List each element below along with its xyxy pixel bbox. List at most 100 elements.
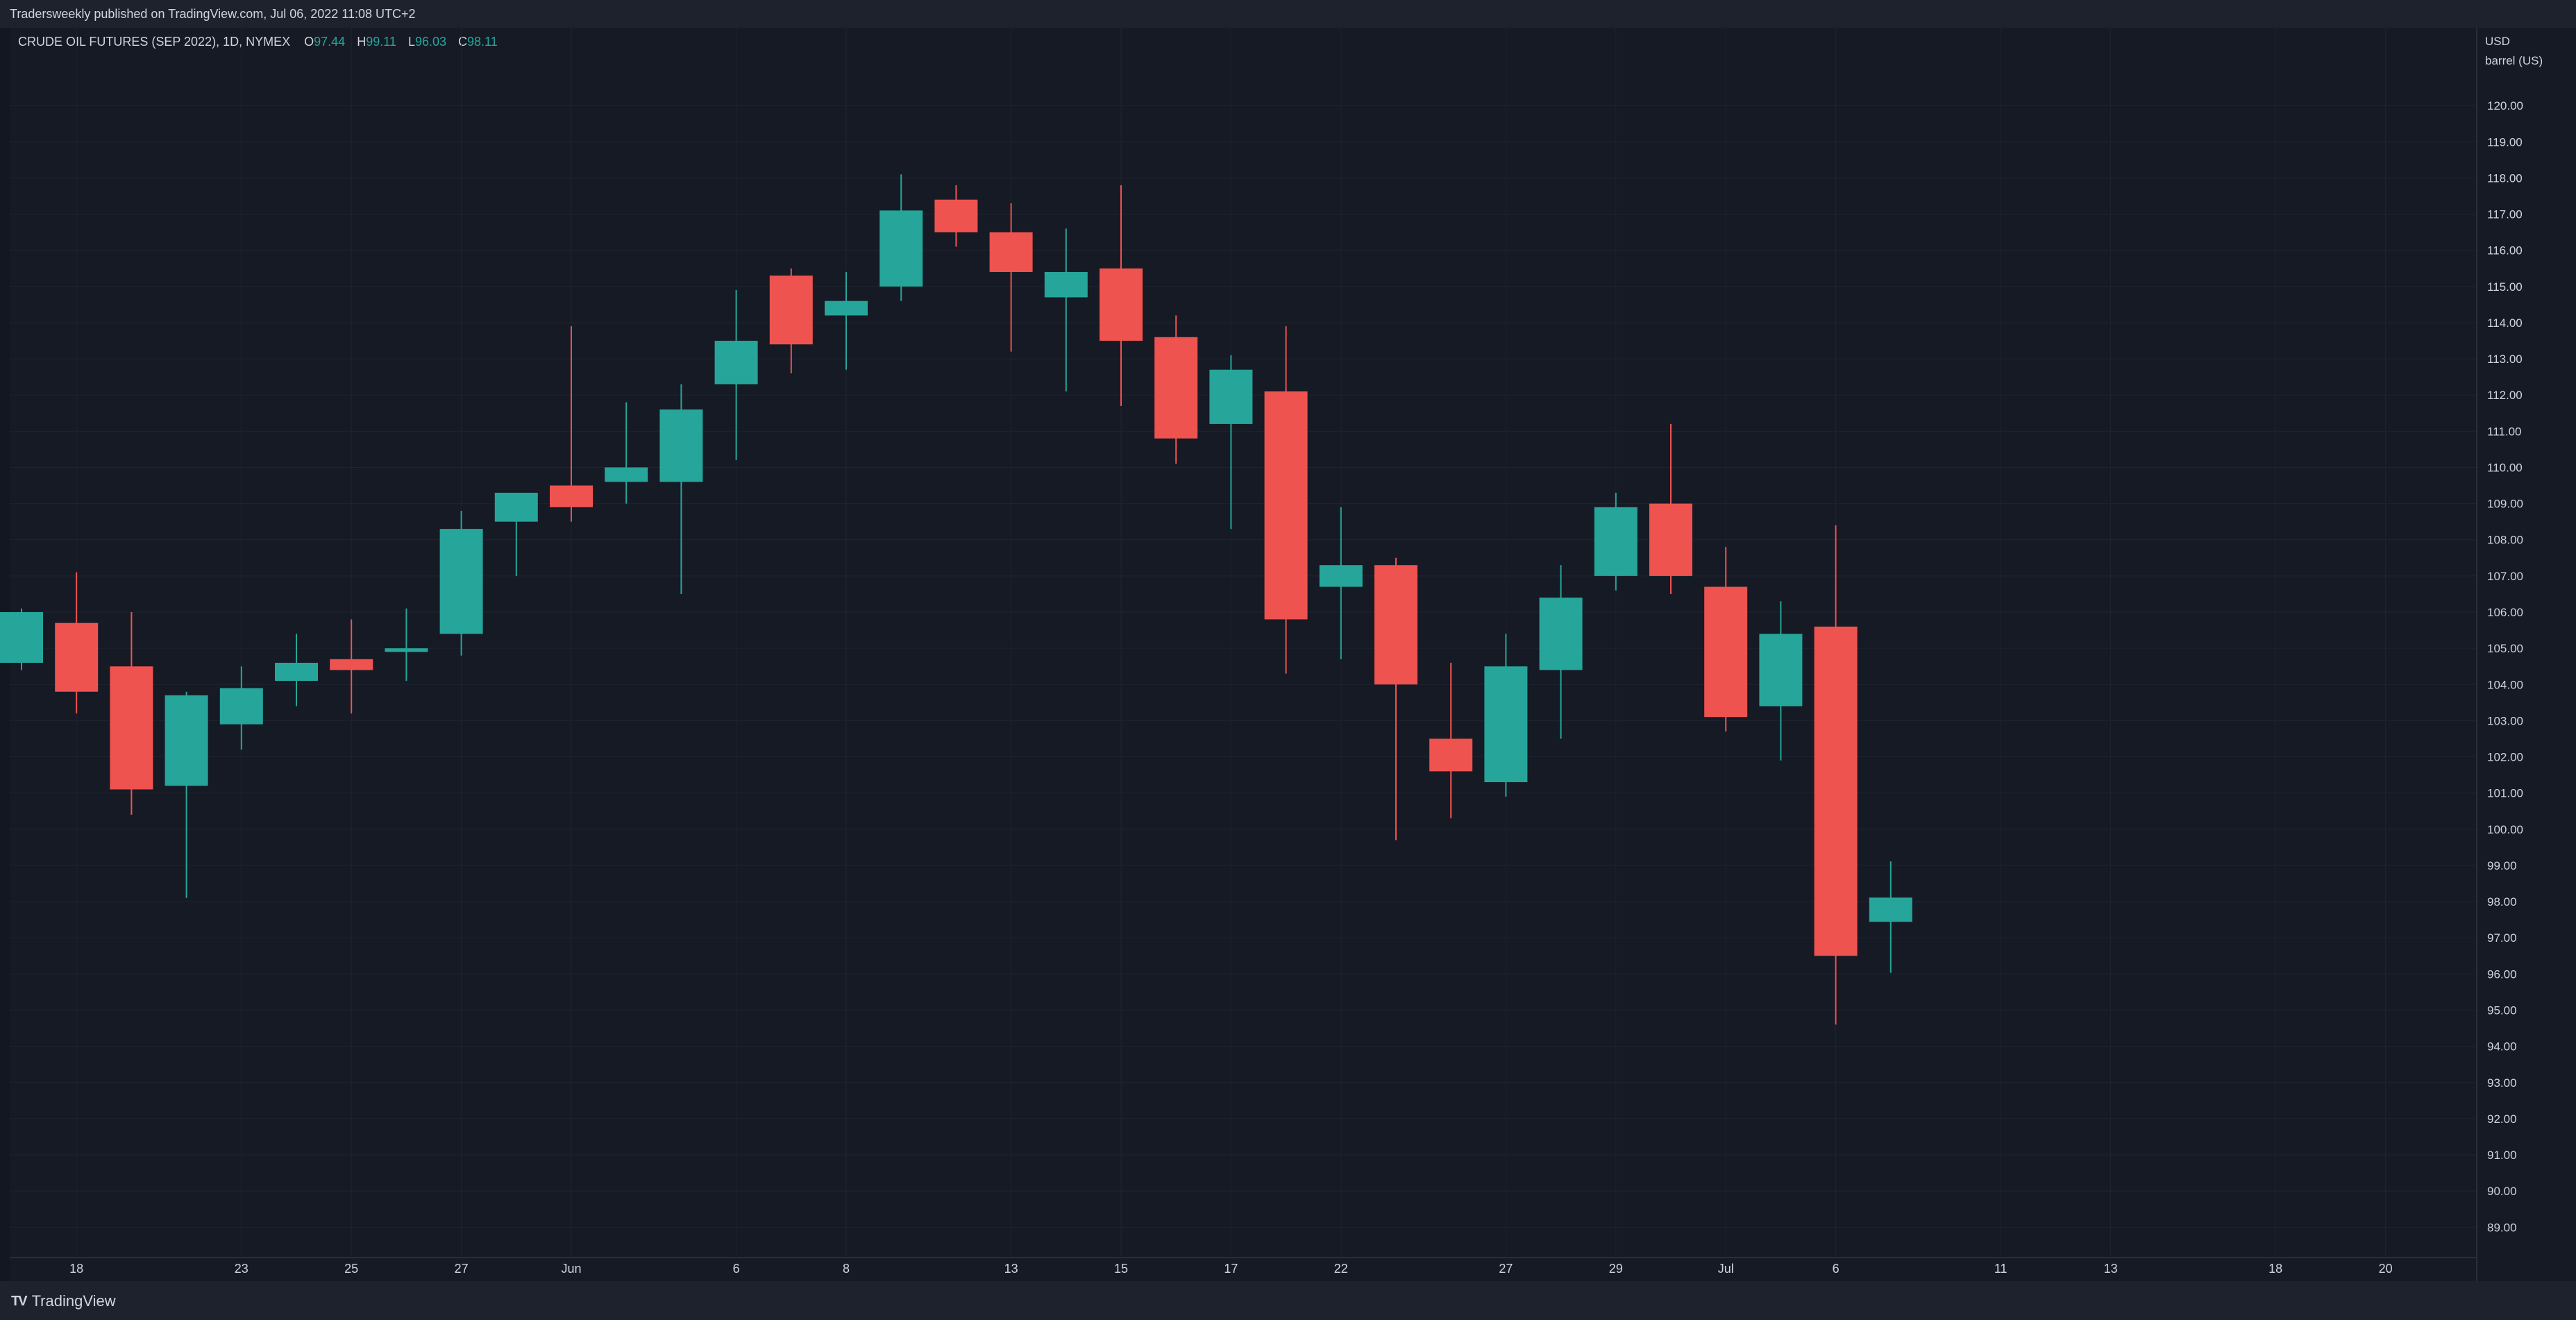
candle-body [825,301,868,316]
low-label: L [407,35,415,49]
published-header: Tradersweekly published on TradingView.c… [0,0,2576,28]
price-tick-label: 90.00 [2487,1185,2517,1198]
price-tick-label: 108.00 [2487,534,2523,547]
symbol-label: CRUDE OIL FUTURES (SEP 2022), 1D, NYMEX [18,35,291,49]
time-tick-label: 17 [1224,1262,1238,1276]
candle-body [1869,897,1912,922]
time-tick-label: Jul [1718,1262,1734,1276]
time-tick-label: 6 [733,1262,740,1276]
price-tick-label: 91.00 [2487,1149,2517,1162]
candle-body [1209,369,1253,424]
price-tick-label: 92.00 [2487,1112,2517,1126]
candle-body [165,695,208,786]
candle-body [1704,586,1748,718]
candle-body [110,666,153,790]
price-tick-label: 105.00 [2487,642,2523,655]
candle-body [494,492,538,522]
tradingview-brand[interactable]: TV TradingView [11,1292,116,1310]
time-tick-label: 11 [1994,1262,2007,1276]
candle-body [1319,565,1363,587]
candle-body [219,688,263,725]
candle-body [605,467,648,482]
price-tick-label: 110.00 [2487,461,2523,474]
open-value: 97.44 [314,35,346,49]
time-tick-label: 27 [1499,1262,1513,1276]
candle-body [989,232,1033,272]
price-tick-label: 115.00 [2487,280,2523,294]
candle-body [550,485,593,507]
axis-currency: USD [2485,35,2510,48]
price-tick-label: 111.00 [2487,425,2521,438]
close-value: 98.11 [467,35,498,49]
candle-body [0,612,43,663]
price-tick-label: 96.00 [2487,967,2517,981]
candle-body [879,210,923,287]
time-tick-label: 13 [2104,1262,2118,1276]
candle-body [714,341,758,384]
published-text: Tradersweekly published on TradingView.c… [10,7,416,21]
candle-body [1429,738,1473,772]
time-tick-label: 13 [1004,1262,1018,1276]
open-label: O [304,35,314,49]
time-tick-label: 22 [1334,1262,1348,1276]
price-tick-label: 118.00 [2487,171,2523,185]
time-tick-label: 15 [1114,1262,1128,1276]
price-tick-label: 103.00 [2487,714,2523,727]
chart-area[interactable] [10,28,2477,1281]
price-tick-label: 107.00 [2487,570,2523,583]
candle-body [1374,565,1417,685]
tradingview-logo-icon: TV [11,1293,28,1309]
price-tick-label: 116.00 [2487,244,2523,257]
time-tick-label: 27 [455,1262,469,1276]
candle-body [275,663,318,682]
price-tick-label: 97.00 [2487,931,2517,945]
price-tick-label: 112.00 [2487,389,2523,402]
time-tick-label: 6 [1833,1262,1840,1276]
candle-body [1759,634,1803,706]
time-tick-label: Jun [561,1262,581,1276]
price-tick-label: 113.00 [2487,353,2523,366]
price-tick-label: 95.00 [2487,1004,2517,1017]
candle-body [1264,391,1308,620]
price-tick-label: 100.00 [2487,823,2523,836]
footer-bar [0,1281,2576,1320]
price-tick-label: 93.00 [2487,1076,2517,1090]
price-tick-label: 119.00 [2487,135,2523,149]
symbol-legend: CRUDE OIL FUTURES (SEP 2022), 1D, NYMEX … [18,35,506,49]
time-tick-label: 29 [1609,1262,1623,1276]
price-tick-label: 89.00 [2487,1221,2517,1234]
high-value: 99.11 [366,35,396,49]
price-tick-label: 94.00 [2487,1040,2517,1054]
candle-body [1044,271,1088,298]
candle-body [439,529,483,634]
candle-body [1484,666,1528,783]
candle-body [330,659,373,670]
price-tick-label: 106.00 [2487,606,2523,619]
candle-body [1594,507,1638,576]
time-tick-label: 8 [843,1262,850,1276]
axis-unit-label: barrel (US) [2485,54,2543,67]
candle-body [1539,598,1583,670]
candle-body [385,648,428,652]
low-value: 96.03 [414,35,446,49]
candle-body [1154,337,1198,439]
price-tick-label: 101.00 [2487,787,2523,800]
candle-body [934,199,978,232]
price-tick-label: 114.00 [2487,316,2523,330]
time-tick-label: 23 [235,1262,249,1276]
price-tick-label: 102.00 [2487,751,2523,764]
time-tick-label: 20 [2379,1262,2393,1276]
brand-label: TradingView [31,1292,116,1310]
price-tick-label: 98.00 [2487,895,2517,908]
time-tick-label: 25 [344,1262,358,1276]
candle-body [769,276,813,345]
price-tick-label: 109.00 [2487,498,2523,511]
candle-body [55,623,99,692]
time-tick-label: 18 [2268,1262,2282,1276]
time-tick-label: 18 [69,1262,83,1276]
close-label: C [458,35,468,49]
price-tick-label: 117.00 [2487,208,2523,221]
price-axis[interactable] [2477,28,2576,1281]
candle-body [1649,503,1692,576]
